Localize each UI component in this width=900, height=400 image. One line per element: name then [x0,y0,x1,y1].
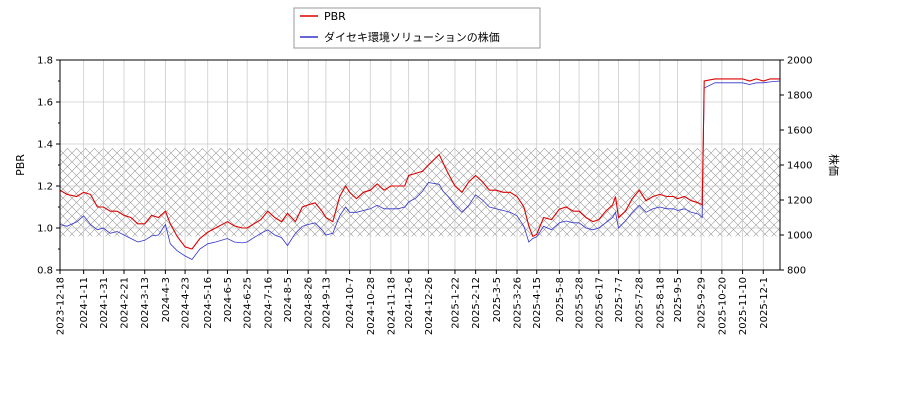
x-tick-label: 2025-5-28 [575,277,586,329]
legend: PBR ダイセキ環境ソリューションの株価 [293,7,541,49]
x-tick-label: 2024-11-18 [386,277,397,335]
x-tick-label: 2025-9-5 [673,277,684,322]
series-line-price [60,80,780,261]
x-tick-label: 2025-7-28 [635,277,646,329]
x-axis: 2023-12-18 2024-1-11 2024-1-31 2024-2-21 202… [56,270,770,335]
x-tick-label: 2024-12-26 [424,277,435,335]
x-tick-label: 2024-1-31 [99,277,110,329]
x-tick-label: 2025-5-8 [555,277,566,322]
x-tick-label: 2025-7-7 [614,277,625,322]
x-tick-label: 2024-8-5 [283,277,294,322]
legend-label-price: ダイセキ環境ソリューションの株価 [324,30,500,44]
x-tick-label: 2024-1-11 [79,277,90,329]
y-left-tick-label: 1.8 [37,56,53,67]
y-axis-left-label: PBR [14,154,27,176]
x-tick-label: 2025-9-29 [697,277,708,329]
y-left-tick-label: 0.8 [37,266,53,277]
x-tick-label: 2023-12-18 [56,277,67,335]
x-tick-label: 2024-9-13 [321,277,332,329]
y-left-tick-label: 1.2 [37,182,53,193]
x-tick-label: 2024-10-28 [366,277,377,335]
y-axis-right: 800 1000 1200 1400 1600 1800 2000 [780,56,812,277]
x-tick-label: 2025-1-22 [450,277,461,329]
pbr-range-band [60,148,780,237]
x-tick-label: 2024-6-25 [243,277,254,329]
y-right-tick-label: 1400 [787,161,812,172]
y-right-tick-label: 800 [787,266,806,277]
x-tick-label: 2025-3-5 [492,277,503,322]
x-tick-label: 2024-4-23 [181,277,192,329]
x-tick-label: 2024-12-6 [404,277,415,329]
legend-frame [293,7,541,49]
y-axis-left: 0.8 1.0 1.2 1.4 1.6 1.8 [37,56,60,277]
y-left-tick-label: 1.4 [37,140,53,151]
legend-label-pbr: PBR [324,10,346,23]
y-right-tick-label: 1600 [787,126,812,137]
y-right-tick-label: 1200 [787,196,812,207]
x-tick-label: 2025-12-1 [759,277,770,329]
y-right-tick-label: 1000 [787,231,812,242]
x-tick-label: 2024-10-7 [345,277,356,329]
x-tick-label: 2025-3-26 [513,277,524,329]
x-tick-label: 2024-5-16 [203,277,214,329]
y-left-tick-label: 1.0 [37,224,53,235]
x-tick-label: 2024-6-5 [223,277,234,322]
x-tick-label: 2025-4-15 [532,277,543,329]
x-tick-label: 2025-8-18 [655,277,666,329]
y-right-tick-label: 1800 [787,91,812,102]
x-tick-label: 2025-6-17 [594,277,605,329]
x-tick-label: 2024-4-3 [161,277,172,322]
x-tick-label: 2024-3-13 [140,277,151,329]
x-tick-label: 2024-8-26 [304,277,315,329]
x-tick-label: 2024-7-16 [263,277,274,329]
x-tick-label: 2025-10-20 [717,277,728,335]
y-axis-right-label: 株価 [827,154,841,176]
x-tick-label: 2024-2-21 [120,277,131,329]
series-line-pbr [60,78,780,250]
x-tick-label: 2025-11-10 [738,277,749,335]
y-left-tick-label: 1.6 [37,98,53,109]
y-right-tick-label: 2000 [787,56,812,67]
x-tick-label: 2025-2-12 [471,277,482,329]
